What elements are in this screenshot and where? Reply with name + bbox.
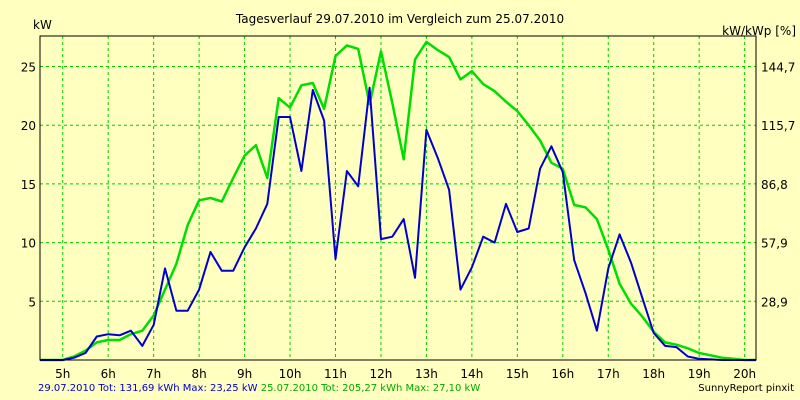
y-tick-label-right: 115,7 xyxy=(761,119,795,133)
y-tick-label-right: 28,9 xyxy=(761,295,788,309)
series-lines xyxy=(40,40,756,362)
y-tick-label-left: 25 xyxy=(21,61,36,75)
series-line-25.07.2010 xyxy=(40,40,756,362)
x-tick-label: 13h xyxy=(415,367,438,381)
x-tick-label: 9h xyxy=(237,367,252,381)
x-tick-label: 16h xyxy=(551,367,574,381)
y-tick-label-left: 20 xyxy=(21,119,36,133)
y-axis-right-label: kW/kWp [%] xyxy=(722,24,796,38)
chart-footer: 29.07.2010 Tot: 131,69 kWh Max: 23,25 kW… xyxy=(0,381,800,400)
y-tick-label-right: 144,7 xyxy=(761,61,795,75)
x-tick-label: 6h xyxy=(101,367,116,381)
footer-blue-summary: 29.07.2010 Tot: 131,69 kWh Max: 23,25 kW xyxy=(38,383,258,394)
x-tick-label: 11h xyxy=(324,367,347,381)
x-tick-label: 12h xyxy=(370,367,393,381)
x-tick-label: 7h xyxy=(146,367,161,381)
tick-labels: 5h 6h 7h 8h 9h 10h 11h 12h 13h 14h 15h 16h 17h 18h 19h… xyxy=(21,61,796,381)
y-tick-label-left: 15 xyxy=(21,178,36,192)
y-tick-label-right: 86,8 xyxy=(761,178,788,192)
chart-title: Tagesverlauf 29.07.2010 im Vergleich zum… xyxy=(235,12,564,26)
footer-credit: SunnyReport pinxit xyxy=(698,383,794,394)
y-tick-label-left: 10 xyxy=(21,237,36,251)
grid xyxy=(40,36,756,360)
x-tick-label: 19h xyxy=(688,367,711,381)
x-tick-label: 18h xyxy=(642,367,665,381)
footer-summary: 29.07.2010 Tot: 131,69 kWh Max: 23,25 kW… xyxy=(38,383,480,394)
footer-green-summary: 25.07.2010 Tot: 205,27 kWh Max: 27,10 kW xyxy=(260,383,481,394)
x-tick-label: 17h xyxy=(597,367,620,381)
y-tick-label-right: 57,9 xyxy=(761,237,788,251)
x-tick-label: 5h xyxy=(55,367,70,381)
x-tick-label: 15h xyxy=(506,367,529,381)
x-tick-label: 20h xyxy=(733,367,756,381)
x-tick-label: 14h xyxy=(460,367,483,381)
y-tick-label-left: 5 xyxy=(28,295,36,309)
y-axis-left-label: kW xyxy=(33,18,52,32)
plot-frame xyxy=(39,35,757,361)
x-tick-label: 10h xyxy=(279,367,302,381)
series-line-29.07.2010 xyxy=(40,86,756,361)
x-tick-label: 8h xyxy=(191,367,206,381)
